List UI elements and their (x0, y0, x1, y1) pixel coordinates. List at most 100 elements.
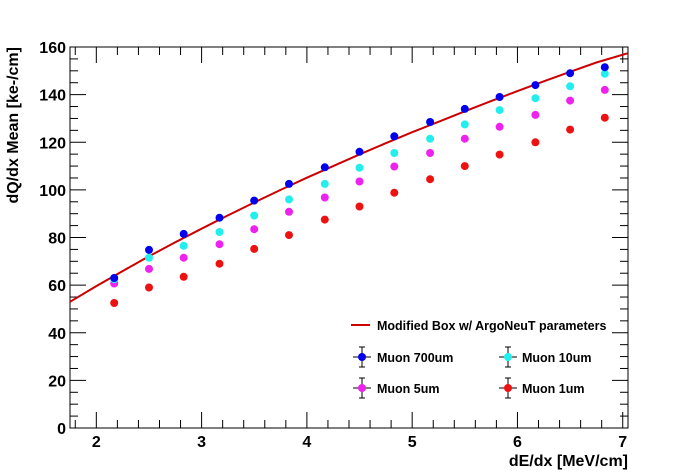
data-point (250, 211, 259, 220)
data-point (215, 240, 224, 249)
plot-border (69, 46, 629, 429)
data-point (390, 149, 399, 157)
y-tick-label: 100 (39, 183, 66, 200)
data-point (250, 244, 259, 253)
data-point (600, 113, 609, 122)
data-point (426, 149, 435, 157)
data-point (285, 195, 293, 204)
data-point (320, 179, 329, 188)
data-point (285, 207, 293, 216)
series-muon-700um (110, 63, 609, 282)
data-point (600, 69, 609, 78)
data-point (355, 202, 364, 211)
y-tick-label: 80 (48, 231, 66, 248)
data-point (145, 253, 153, 262)
data-point (495, 106, 504, 115)
data-point (566, 82, 575, 91)
data-point (531, 94, 540, 103)
data-point (460, 120, 469, 129)
x-tick-label: 4 (302, 434, 311, 451)
legend-label-muon-1um: Muon 1um (522, 382, 585, 396)
legend-marker-muon-700um (353, 346, 371, 368)
y-tick-label: 20 (48, 373, 66, 390)
data-point (320, 193, 329, 202)
legend-label-muon-5um: Muon 5um (377, 382, 440, 396)
data-point (495, 122, 504, 131)
series-muon-10um (110, 69, 609, 284)
data-point (179, 253, 188, 262)
model-curve-group (69, 52, 629, 303)
data-point (355, 163, 364, 172)
legend-point (504, 353, 512, 361)
legend-marker-muon-1um (499, 377, 517, 399)
data-point (390, 188, 399, 197)
data-point (566, 69, 575, 78)
data-point (460, 162, 469, 171)
x-tick-label: 5 (408, 434, 417, 451)
x-axis-title: dE/dx [MeV/cm] (509, 453, 628, 470)
data-point (355, 147, 364, 156)
data-point (320, 215, 329, 224)
data-point (426, 118, 435, 126)
axis-ticks (70, 46, 628, 429)
y-tick-label: 140 (39, 88, 66, 105)
data-point (355, 177, 364, 186)
data-point (250, 196, 259, 205)
data-point (390, 132, 399, 141)
data-point (426, 134, 435, 143)
data-point (495, 150, 504, 159)
data-point (215, 259, 224, 268)
y-axis-title: dQ/dx Mean [ke-/cm] (5, 47, 22, 203)
data-point (145, 283, 153, 292)
data-point (600, 63, 609, 72)
x-tick-label: 3 (197, 434, 206, 451)
data-point (460, 134, 469, 143)
legend-point (358, 353, 366, 361)
data-point (145, 264, 153, 273)
data-point (285, 179, 293, 188)
data-point (179, 229, 188, 238)
data-point (531, 138, 540, 147)
x-tick-label: 6 (513, 434, 522, 451)
y-tick-label: 60 (48, 278, 66, 295)
data-point (495, 93, 504, 101)
data-point (250, 225, 259, 234)
data-point (600, 85, 609, 94)
data-point (110, 274, 119, 282)
x-tick-label: 7 (618, 434, 627, 451)
data-point (179, 272, 188, 281)
data-point (531, 110, 540, 119)
data-point (426, 175, 435, 184)
data-point (320, 163, 329, 172)
model-curve (69, 52, 629, 303)
x-tick-label: 2 (92, 434, 101, 451)
data-point (215, 213, 224, 222)
legend-label-muon-700um: Muon 700um (377, 351, 453, 365)
data-point (285, 231, 293, 240)
data-point (566, 125, 575, 134)
y-tick-label: 120 (39, 135, 66, 152)
data-point (460, 104, 469, 113)
data-point (110, 299, 119, 307)
legend-marker-muon-10um (499, 346, 517, 368)
data-point (145, 245, 153, 254)
legend-point (504, 384, 512, 392)
legend-label-muon-10um: Muon 10um (522, 351, 591, 365)
data-point (215, 228, 224, 236)
data-point (179, 241, 188, 250)
legend-marker-muon-5um (353, 377, 371, 399)
data-points (110, 63, 609, 307)
data-point (390, 162, 399, 171)
plot-frame (69, 46, 629, 429)
legend: Modified Box w/ ArgoNeuT parameters Muon… (351, 319, 606, 399)
data-point (531, 81, 540, 90)
tick-labels: 2 3 4 5 6 7 0 20 40 60 80 100 120 140 160 (39, 40, 627, 451)
legend-label-model: Modified Box w/ ArgoNeuT parameters (377, 319, 606, 333)
y-tick-label: 0 (57, 421, 66, 438)
y-tick-label: 40 (48, 326, 66, 343)
data-point (566, 96, 575, 105)
series-muon-1um (110, 113, 609, 307)
legend-point (358, 384, 366, 392)
series-muon-5um (110, 85, 609, 288)
